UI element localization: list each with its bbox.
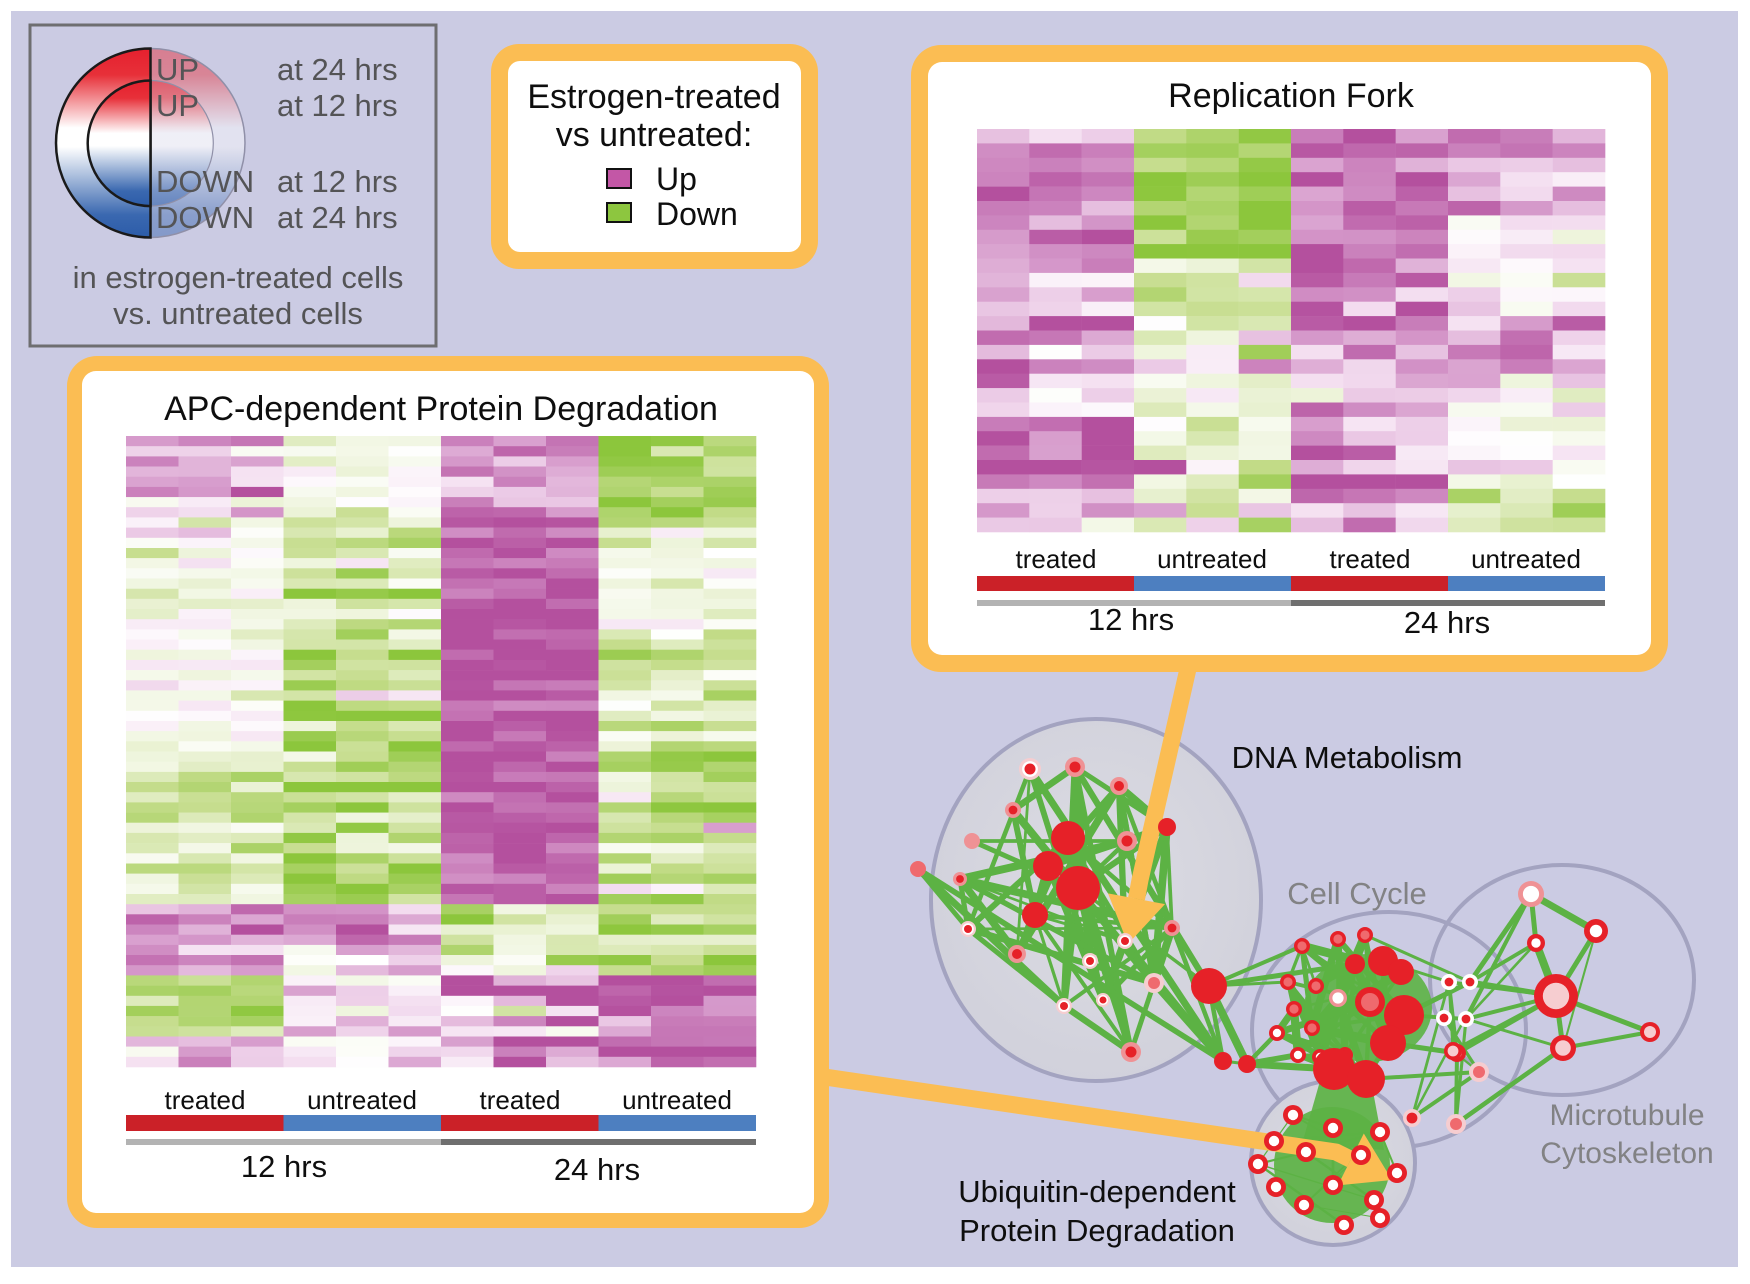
svg-text:Ubiquitin-dependent: Ubiquitin-dependent (958, 1174, 1236, 1209)
svg-text:untreated: untreated (1157, 544, 1267, 574)
svg-text:Up: Up (656, 161, 697, 197)
svg-text:Replication Fork: Replication Fork (1168, 77, 1415, 115)
svg-text:Down: Down (656, 196, 738, 232)
svg-text:Cytoskeleton: Cytoskeleton (1540, 1137, 1713, 1170)
svg-text:in estrogen-treated cells: in estrogen-treated cells (73, 260, 404, 295)
svg-text:DOWN: DOWN (156, 200, 254, 235)
svg-text:Estrogen-treated: Estrogen-treated (527, 78, 780, 116)
svg-text:Cell Cycle: Cell Cycle (1287, 876, 1427, 911)
svg-text:12 hrs: 12 hrs (1088, 602, 1174, 637)
svg-text:untreated: untreated (1471, 544, 1581, 574)
svg-text:APC-dependent Protein Degradat: APC-dependent Protein Degradation (164, 390, 718, 428)
svg-text:DNA Metabolism: DNA Metabolism (1232, 740, 1463, 775)
svg-text:at 12 hrs: at 12 hrs (277, 164, 398, 199)
svg-text:treated: treated (1016, 544, 1097, 574)
svg-text:Protein Degradation: Protein Degradation (959, 1213, 1235, 1248)
svg-text:treated: treated (480, 1085, 561, 1115)
svg-text:untreated: untreated (622, 1085, 732, 1115)
svg-text:24 hrs: 24 hrs (554, 1152, 640, 1187)
svg-text:at 24 hrs: at 24 hrs (277, 52, 398, 87)
svg-text:at 24 hrs: at 24 hrs (277, 200, 398, 235)
svg-text:UP: UP (156, 52, 199, 87)
svg-text:vs. untreated cells: vs. untreated cells (113, 296, 363, 331)
svg-text:DOWN: DOWN (156, 164, 254, 199)
svg-text:UP: UP (156, 88, 199, 123)
svg-text:24 hrs: 24 hrs (1404, 605, 1490, 640)
svg-text:at 12 hrs: at 12 hrs (277, 88, 398, 123)
svg-text:treated: treated (165, 1085, 246, 1115)
svg-text:treated: treated (1330, 544, 1411, 574)
svg-text:vs untreated:: vs untreated: (556, 116, 753, 154)
svg-text:12 hrs: 12 hrs (241, 1149, 327, 1184)
svg-text:Microtubule: Microtubule (1549, 1099, 1704, 1132)
svg-text:untreated: untreated (307, 1085, 417, 1115)
